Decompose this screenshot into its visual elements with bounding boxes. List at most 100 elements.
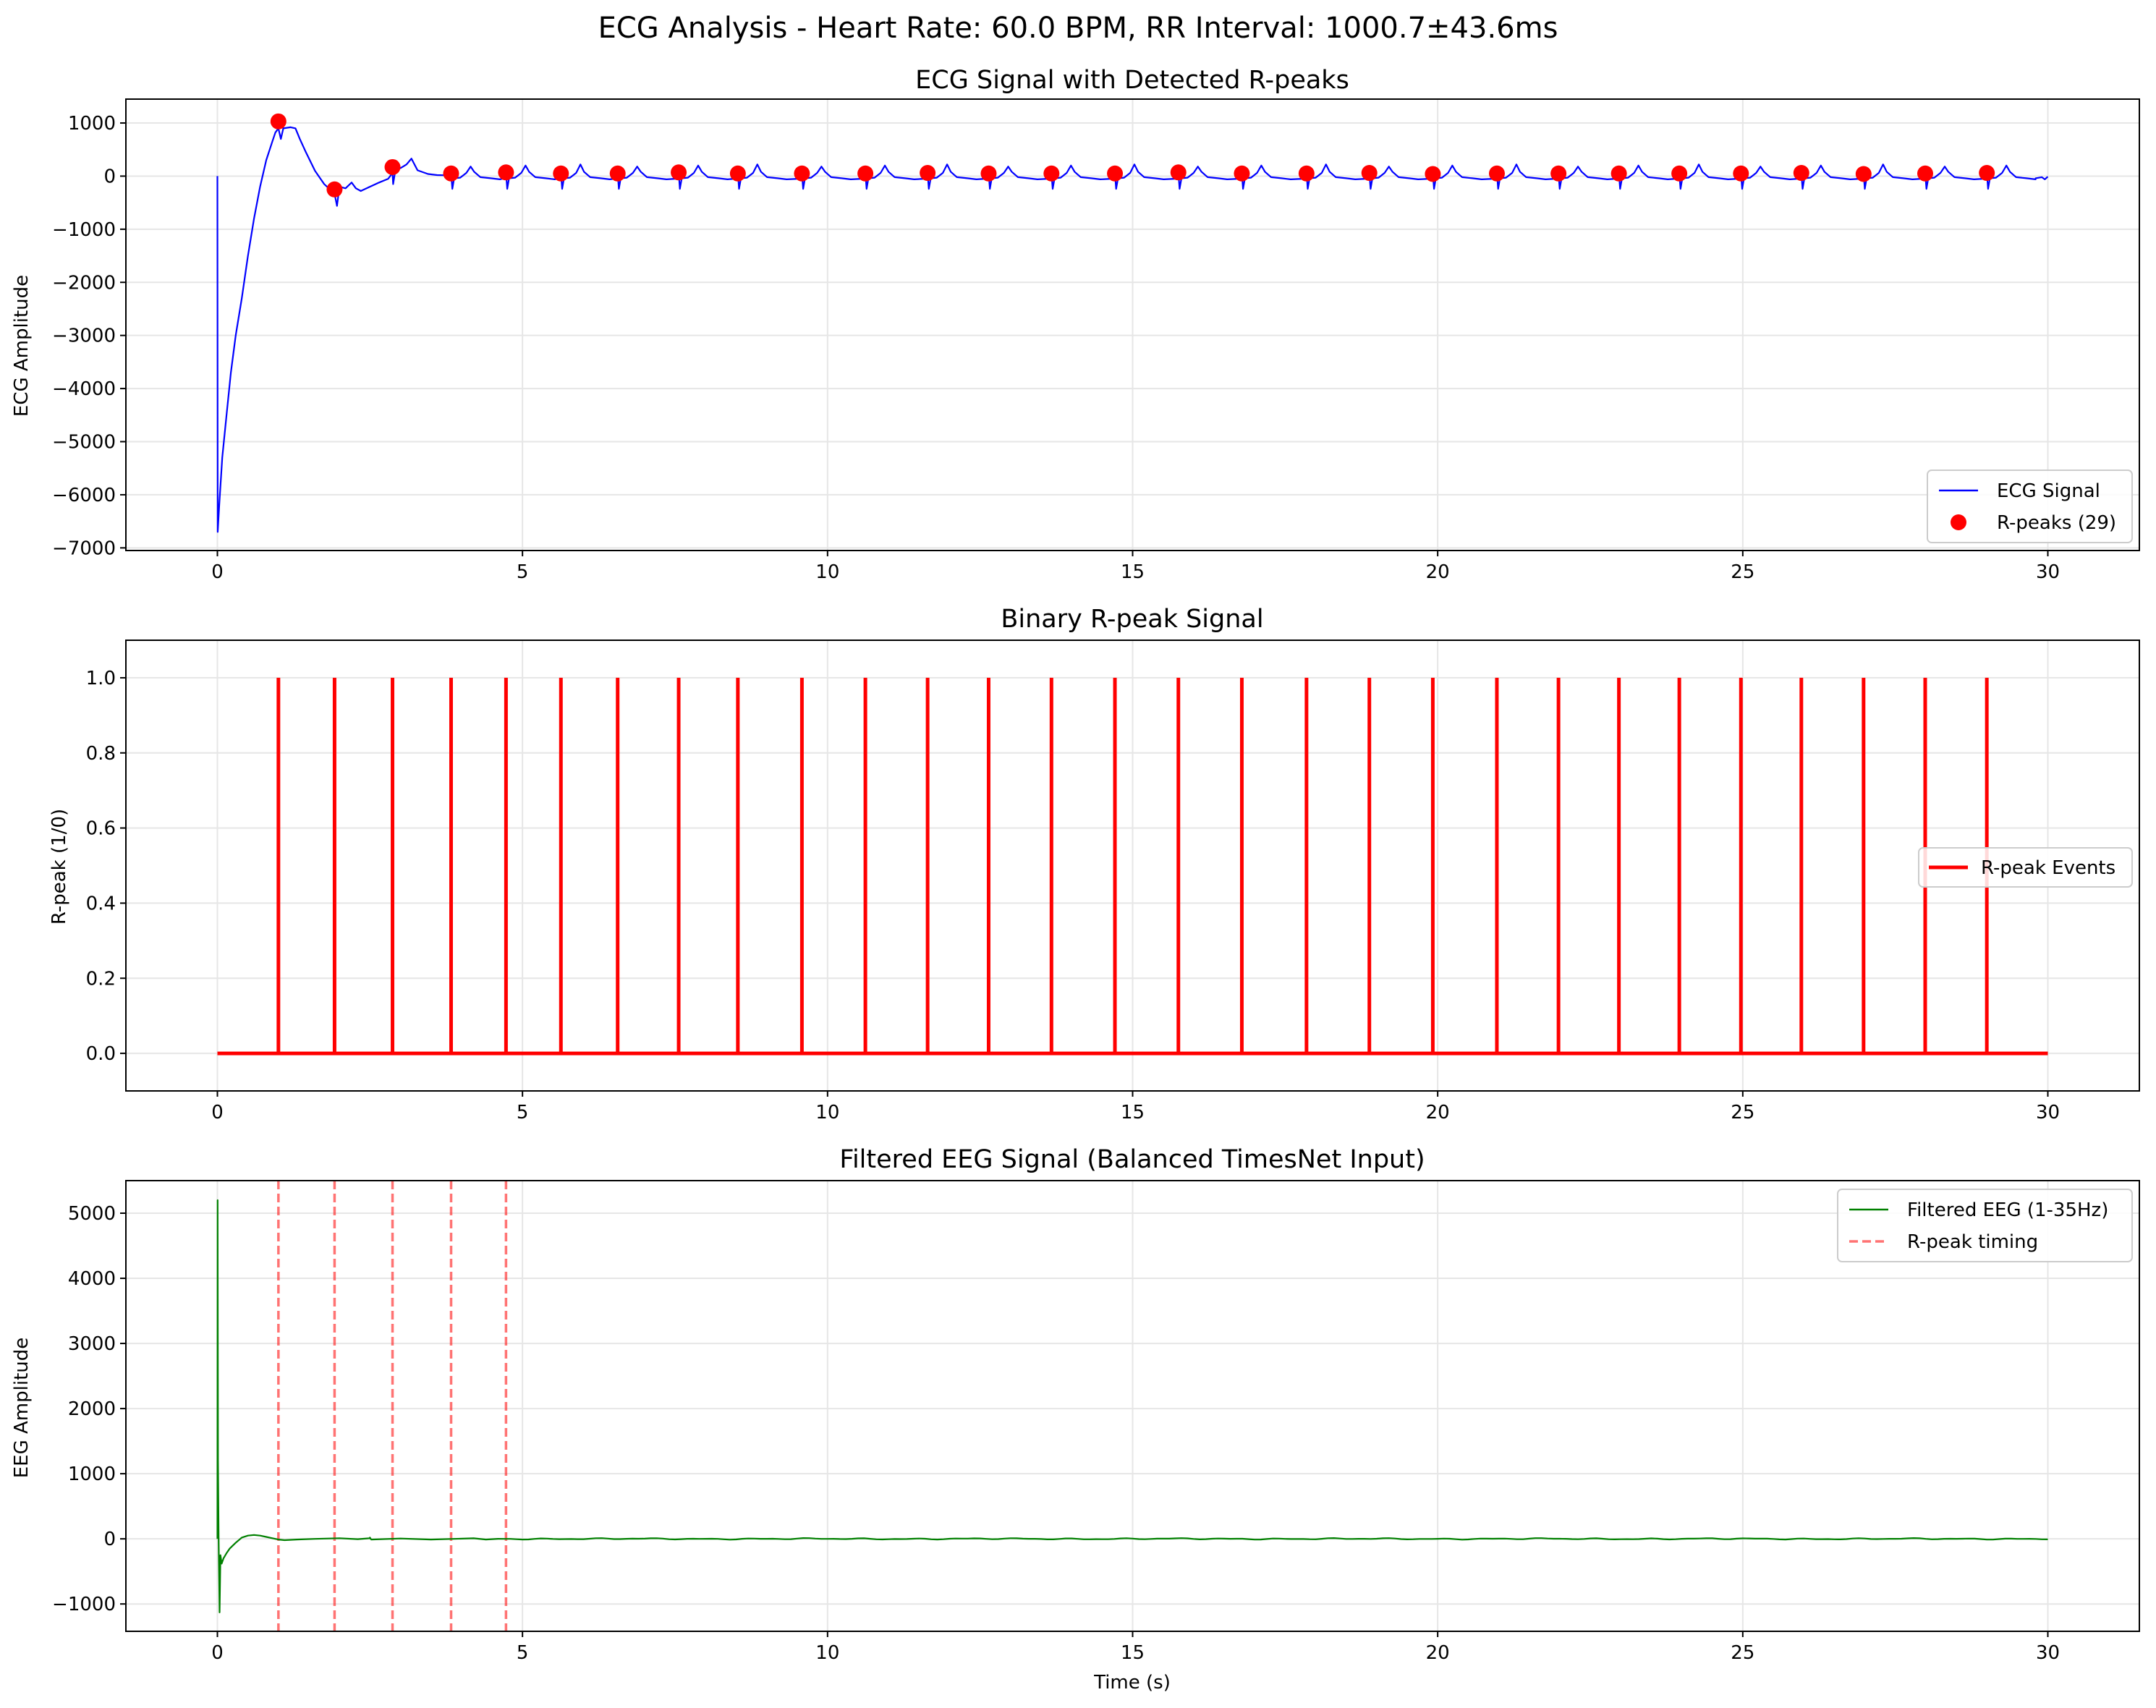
ecg-ytick-label: −4000 [52, 378, 116, 400]
ecg-rpeak-point [1610, 165, 1627, 182]
ecg-rpeak-point [1550, 165, 1567, 182]
ecg-xtick-label: 20 [1426, 561, 1450, 583]
ecg-rpeak-point [1361, 165, 1378, 182]
eeg-legend-label-1: R-peak timing [1907, 1231, 2038, 1253]
ecg-rpeak-point [1671, 165, 1688, 182]
binary-ytick-label: 0.4 [86, 893, 116, 914]
ecg-panel: ECG Signal with Detected R-peaks ECG Amp… [11, 66, 2140, 583]
ecg-legend-dot-swatch [1951, 514, 1966, 530]
eeg-ticks: 0 5 10 15 20 25 30 −1000 0 1000 2000 3000 4000 5000 [52, 1203, 2060, 1664]
binary-panel: Binary R-peak Signal R-peak (1/0) 0 5 10 15… [48, 605, 2140, 1123]
ecg-legend-label-0: ECG Signal [1997, 480, 2100, 502]
ecg-rpeak-point [1733, 165, 1749, 182]
ecg-ylabel: ECG Amplitude [11, 275, 33, 417]
eeg-signal-line [216, 1199, 2048, 1613]
eeg-legend-label-0: Filtered EEG (1-35Hz) [1907, 1199, 2108, 1221]
ecg-rpeak-point [270, 113, 287, 129]
binary-legend: R-peak Events [1918, 847, 2133, 888]
ecg-rpeak-point [980, 165, 997, 182]
ecg-rpeak-point [1043, 165, 1060, 182]
ecg-rpeak-point [1979, 165, 1995, 182]
ecg-ytick-label: −1000 [52, 219, 116, 241]
ecg-xtick-label: 10 [815, 561, 839, 583]
ecg-rpeak-point [920, 165, 936, 182]
ecg-rpeak-point [609, 165, 626, 182]
ecg-xtick-label: 5 [517, 561, 529, 583]
ecg-xtick-label: 30 [2036, 561, 2060, 583]
ecg-rpeak-point [1917, 165, 1933, 182]
eeg-legend-box [1837, 1189, 2133, 1262]
binary-xtick-label: 15 [1121, 1102, 1145, 1123]
ecg-rpeak-point [326, 181, 343, 197]
eeg-xtick-label: 30 [2036, 1642, 2060, 1664]
ecg-rpeak-point [443, 165, 459, 182]
binary-ylabel: R-peak (1/0) [48, 809, 70, 925]
eeg-xtick-label: 0 [211, 1642, 224, 1664]
ecg-ticks: 0 5 10 15 20 25 30 −7000 −6000 −5000 −4000 −3000 −20… [52, 113, 2060, 583]
binary-ytick-label: 0.8 [86, 743, 116, 765]
ecg-rpeak-point [1234, 165, 1250, 182]
eeg-axes-frame [125, 1180, 2140, 1632]
eeg-xtick-label: 25 [1731, 1642, 1754, 1664]
ecg-rpeak-point [729, 165, 746, 182]
binary-ytick-label: 0.6 [86, 818, 116, 840]
ecg-legend-box [1927, 470, 2133, 543]
eeg-xlabel: Time (s) [1093, 1672, 1171, 1694]
ecg-legend-label-1: R-peaks (29) [1997, 512, 2116, 534]
eeg-xtick-label: 10 [815, 1642, 839, 1664]
ecg-legend: ECG Signal R-peaks (29) [1927, 470, 2133, 543]
eeg-legend: Filtered EEG (1-35Hz) R-peak timing [1837, 1189, 2133, 1262]
ecg-ytick-label: −5000 [52, 432, 116, 454]
eeg-xtick-label: 15 [1121, 1642, 1145, 1664]
ecg-rpeak-point [857, 165, 874, 182]
eeg-ytick-label: 0 [103, 1529, 116, 1550]
binary-legend-label-0: R-peak Events [1981, 857, 2115, 879]
ecg-rpeak-point [1107, 165, 1124, 182]
ecg-rpeak-point [1170, 164, 1187, 181]
binary-panel-title: Binary R-peak Signal [1001, 605, 1263, 634]
eeg-ytick-label: −1000 [52, 1594, 116, 1615]
binary-legend-box [1918, 847, 2133, 888]
binary-ytick-label: 1.0 [86, 668, 116, 689]
eeg-panel-title: Filtered EEG Signal (Balanced TimesNet I… [839, 1145, 1425, 1174]
ecg-ytick-label: −3000 [52, 326, 116, 347]
ecg-ytick-label: −6000 [52, 485, 116, 506]
ecg-ytick-label: −7000 [52, 538, 116, 559]
ecg-rpeak-point [1425, 166, 1441, 182]
ecg-ytick-label: 1000 [68, 113, 116, 135]
eeg-xtick-label: 20 [1426, 1642, 1450, 1664]
binary-ticks: 0 5 10 15 20 25 30 0.0 0.2 0.4 0.6 0.8 1.0 [86, 668, 2060, 1123]
ecg-rpeak-point [498, 164, 514, 181]
ecg-rpeak-point [1793, 165, 1809, 182]
binary-axes-frame [125, 640, 2140, 1092]
binary-xtick-label: 25 [1731, 1102, 1754, 1123]
ecg-rpeak-point [671, 164, 687, 181]
eeg-ytick-label: 1000 [68, 1463, 116, 1485]
binary-ytick-label: 0.2 [86, 968, 116, 990]
ecg-panel-title: ECG Signal with Detected R-peaks [915, 66, 1349, 95]
binary-xtick-label: 10 [815, 1102, 839, 1123]
ecg-ytick-label: 0 [103, 166, 116, 187]
ecg-rpeak-point [553, 165, 569, 182]
ecg-axes-frame [125, 98, 2140, 551]
eeg-ytick-label: 5000 [68, 1203, 116, 1225]
ecg-marks [216, 113, 2049, 533]
eeg-ytick-label: 3000 [68, 1333, 116, 1355]
binary-xtick-label: 20 [1426, 1102, 1450, 1123]
ecg-rpeak-point [1488, 165, 1505, 182]
eeg-panel: Filtered EEG Signal (Balanced TimesNet I… [11, 1145, 2140, 1694]
ecg-rpeak-point [794, 165, 810, 182]
binary-xtick-label: 0 [211, 1102, 224, 1123]
eeg-ytick-label: 2000 [68, 1398, 116, 1420]
ecg-xtick-label: 25 [1731, 561, 1754, 583]
ecg-xtick-label: 0 [211, 561, 224, 583]
eeg-ylabel: EEG Amplitude [11, 1338, 33, 1479]
ecg-rpeak-point [384, 158, 401, 175]
eeg-marks [216, 1181, 2048, 1631]
ecg-ytick-label: −2000 [52, 272, 116, 294]
binary-ytick-label: 0.0 [86, 1043, 116, 1065]
ecg-xtick-label: 15 [1121, 561, 1145, 583]
eeg-ytick-label: 4000 [68, 1268, 116, 1290]
ecg-rpeak-point [1298, 165, 1315, 182]
